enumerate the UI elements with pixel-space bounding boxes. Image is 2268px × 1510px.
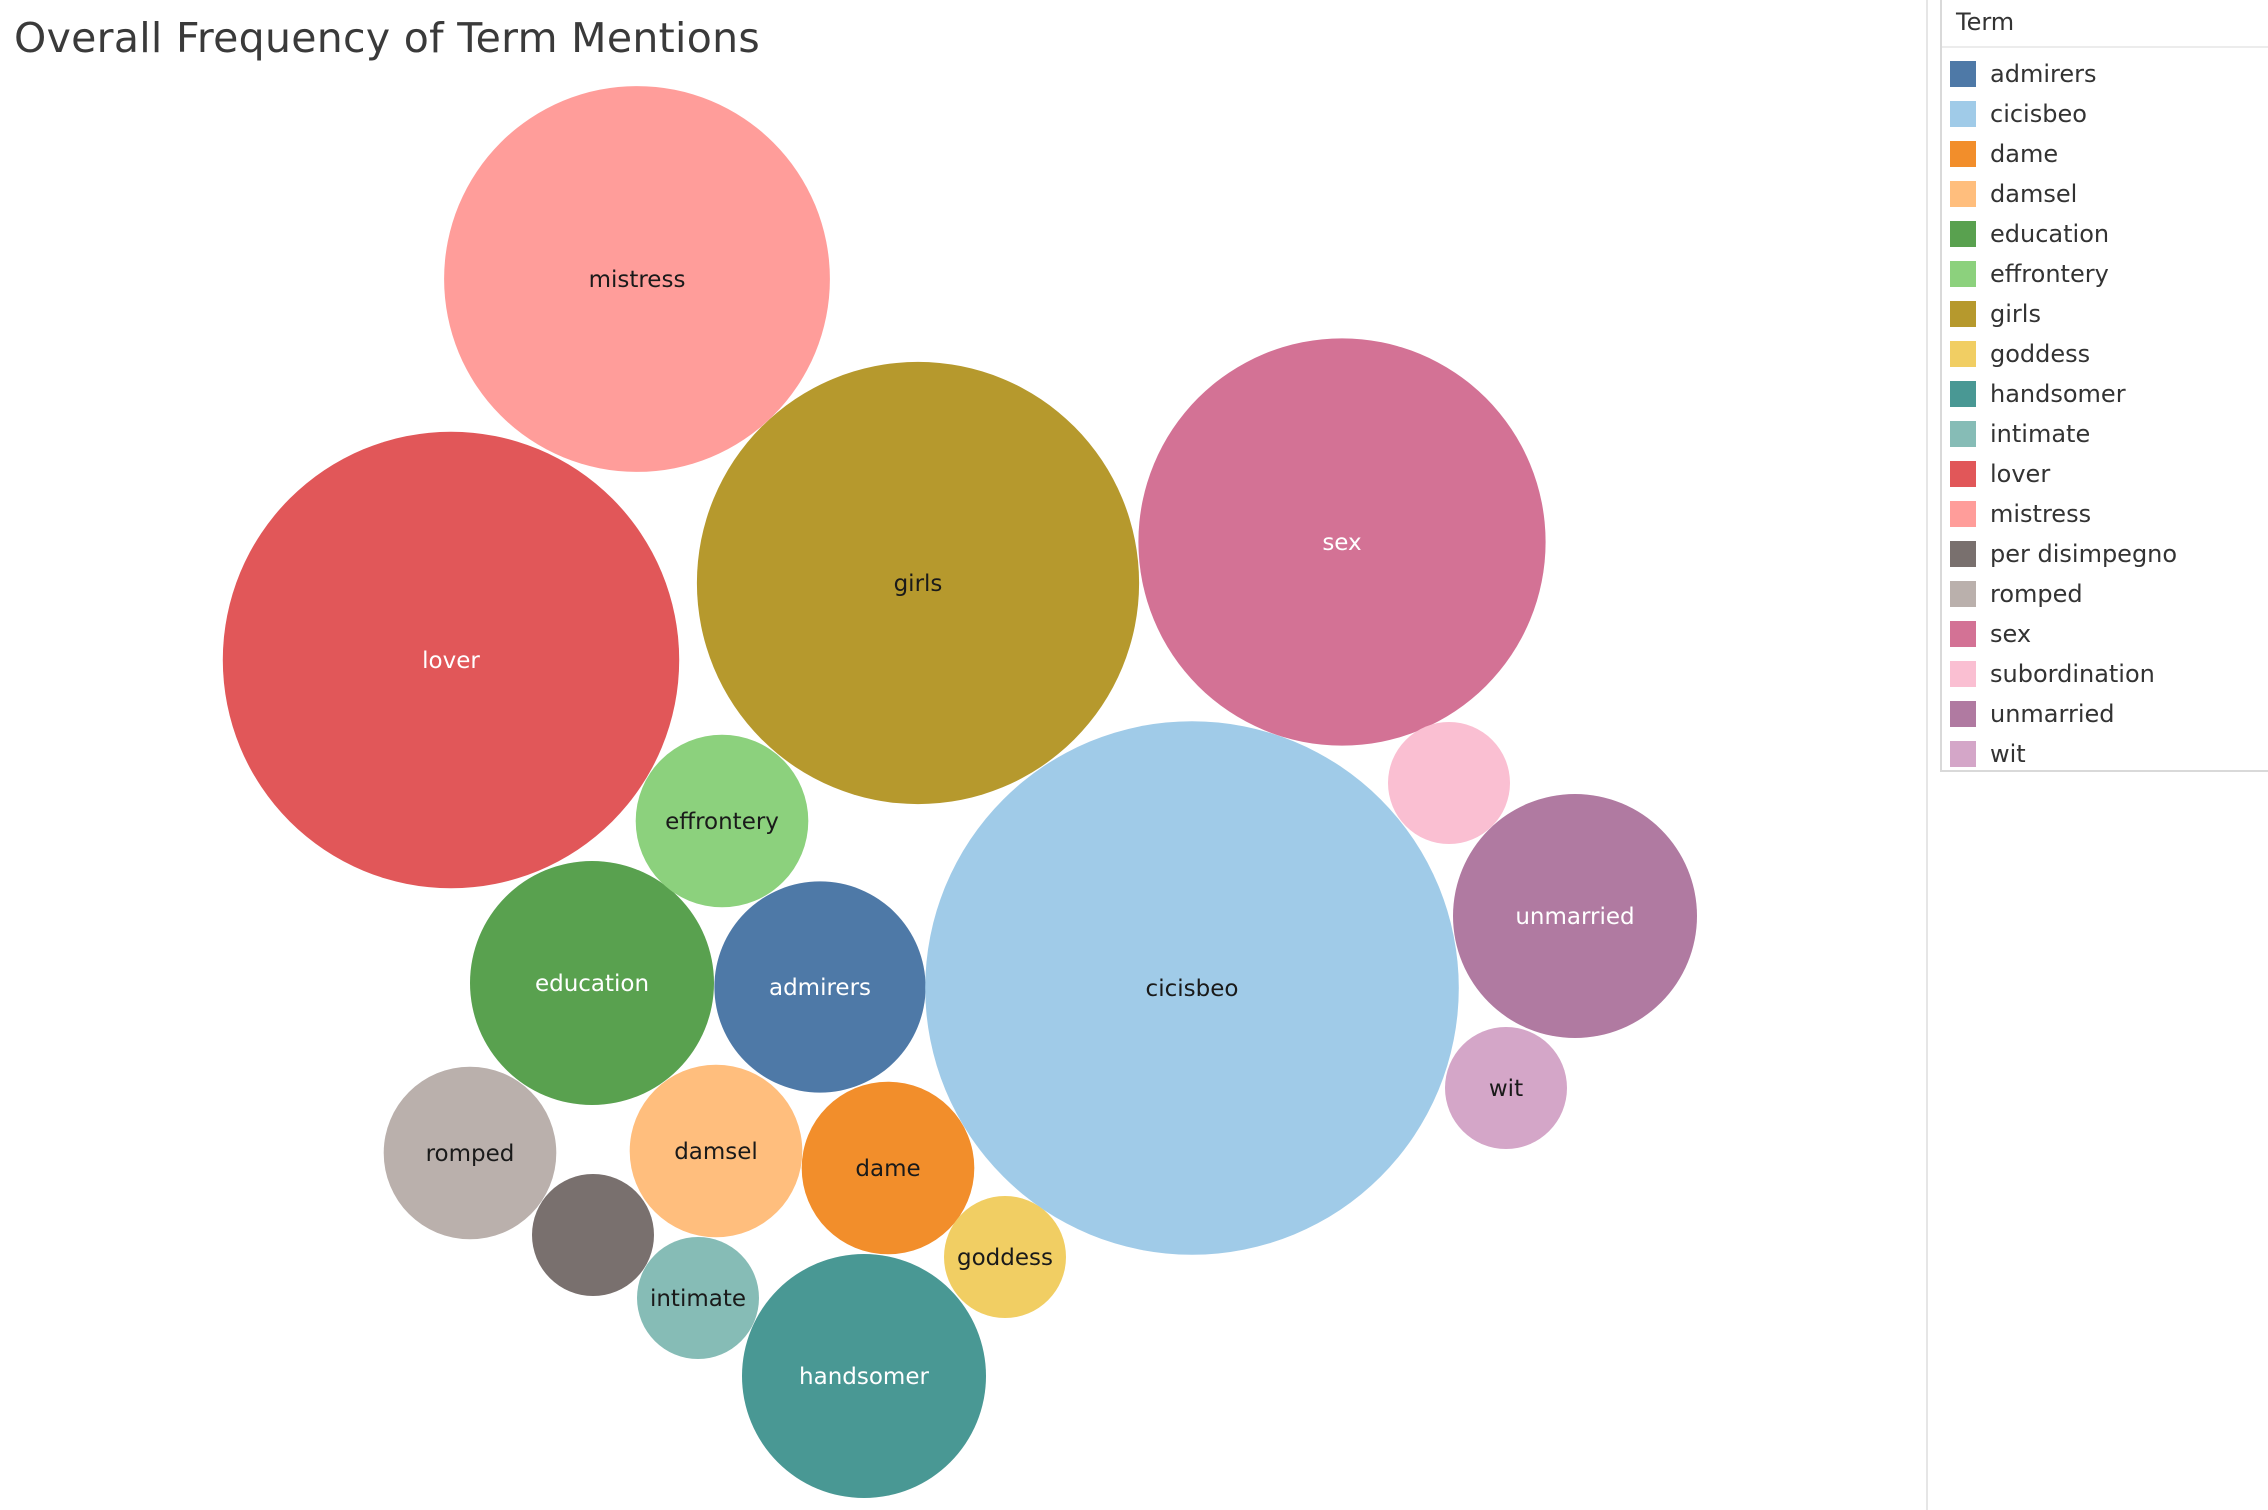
legend-item-sex[interactable]: sex	[1942, 614, 2268, 654]
bubble-romped[interactable]	[383, 1066, 557, 1240]
bubble-admirers[interactable]	[714, 881, 926, 1093]
legend-title: Term	[1942, 0, 2268, 48]
legend-item-dame[interactable]: dame	[1942, 134, 2268, 174]
bubble-per-disimpegno[interactable]	[532, 1174, 654, 1296]
bubble-label-mistress: mistress	[589, 267, 686, 293]
bubble-mistress[interactable]	[444, 86, 830, 472]
legend-swatch-effrontery	[1950, 261, 1976, 287]
legend-item-damsel[interactable]: damsel	[1942, 174, 2268, 214]
bubble-chart: admirers cicisbeo dame damsel education effro…	[222, 86, 1697, 1498]
bubble-damsel[interactable]	[629, 1064, 803, 1238]
bubble-label-wit: wit	[1489, 1076, 1523, 1102]
legend-item-per-disimpegno[interactable]: per disimpegno	[1942, 534, 2268, 574]
bubble-dame[interactable]	[801, 1081, 975, 1255]
legend-items: admirers cicisbeo dame damsel education effro…	[1942, 48, 2268, 774]
legend-item-effrontery[interactable]: effrontery	[1942, 254, 2268, 294]
bubble-subordination[interactable]	[1388, 722, 1510, 844]
bubble-label-education: education	[535, 971, 649, 997]
legend-label-goddess: goddess	[1990, 340, 2091, 368]
legend-swatch-unmarried	[1950, 701, 1976, 727]
bubble-label-admirers: admirers	[769, 975, 871, 1001]
legend-swatch-girls	[1950, 301, 1976, 327]
bubble-unmarried[interactable]	[1453, 794, 1697, 1038]
bubble-wit[interactable]	[1445, 1027, 1567, 1149]
legend-swatch-damsel	[1950, 181, 1976, 207]
legend-swatch-intimate	[1950, 421, 1976, 447]
bubble-label-effrontery: effrontery	[665, 809, 779, 835]
legend-swatch-subordination	[1950, 661, 1976, 687]
legend-label-lover: lover	[1990, 460, 2051, 488]
bubble-effrontery[interactable]	[635, 734, 809, 908]
legend-swatch-wit	[1950, 741, 1976, 767]
legend-swatch-goddess	[1950, 341, 1976, 367]
legend-item-unmarried[interactable]: unmarried	[1942, 694, 2268, 734]
legend-label-subordination: subordination	[1990, 660, 2155, 688]
bubble-handsomer[interactable]	[742, 1254, 986, 1498]
legend-label-dame: dame	[1990, 140, 2059, 168]
bubble-label-dame: dame	[855, 1156, 920, 1182]
legend-item-admirers[interactable]: admirers	[1942, 54, 2268, 94]
bubble-label-girls: girls	[894, 571, 943, 597]
bubble-sex[interactable]	[1138, 338, 1546, 746]
legend-swatch-mistress	[1950, 501, 1976, 527]
legend-label-intimate: intimate	[1990, 420, 2091, 448]
legend-label-wit: wit	[1990, 740, 2026, 768]
legend-item-lover[interactable]: lover	[1942, 454, 2268, 494]
legend-item-education[interactable]: education	[1942, 214, 2268, 254]
legend-swatch-per-disimpegno	[1950, 541, 1976, 567]
legend-label-damsel: damsel	[1990, 180, 2078, 208]
bubble-lover[interactable]	[222, 431, 680, 889]
legend-swatch-lover	[1950, 461, 1976, 487]
legend-item-intimate[interactable]: intimate	[1942, 414, 2268, 454]
bubble-cicisbeo[interactable]	[925, 721, 1459, 1255]
bubble-label-cicisbeo: cicisbeo	[1146, 976, 1239, 1002]
bubble-label-damsel: damsel	[674, 1139, 758, 1165]
bubble-education[interactable]	[470, 861, 714, 1105]
bubble-label-lover: lover	[422, 648, 480, 674]
panel-divider	[1926, 0, 1928, 1510]
legend-label-cicisbeo: cicisbeo	[1990, 100, 2087, 128]
legend-item-romped[interactable]: romped	[1942, 574, 2268, 614]
legend-label-effrontery: effrontery	[1990, 260, 2109, 288]
legend-item-mistress[interactable]: mistress	[1942, 494, 2268, 534]
legend-item-girls[interactable]: girls	[1942, 294, 2268, 334]
legend-label-mistress: mistress	[1990, 500, 2092, 528]
chart-title: Overall Frequency of Term Mentions	[14, 14, 761, 62]
bubble-intimate[interactable]	[637, 1237, 759, 1359]
legend-item-goddess[interactable]: goddess	[1942, 334, 2268, 374]
legend-label-romped: romped	[1990, 580, 2083, 608]
legend-item-subordination[interactable]: subordination	[1942, 654, 2268, 694]
legend-swatch-cicisbeo	[1950, 101, 1976, 127]
legend-label-sex: sex	[1990, 620, 2032, 648]
legend-label-education: education	[1990, 220, 2110, 248]
legend-swatch-dame	[1950, 141, 1976, 167]
legend-swatch-admirers	[1950, 61, 1976, 87]
legend-label-girls: girls	[1990, 300, 2041, 328]
legend-swatch-education	[1950, 221, 1976, 247]
bubble-label-romped: romped	[426, 1141, 515, 1167]
legend-swatch-sex	[1950, 621, 1976, 647]
bubble-label-unmarried: unmarried	[1515, 904, 1634, 930]
legend-swatch-handsomer	[1950, 381, 1976, 407]
bubble-label-sex: sex	[1322, 530, 1361, 556]
bubble-label-goddess: goddess	[957, 1245, 1053, 1271]
bubble-girls[interactable]	[696, 361, 1140, 805]
legend: Term admirers cicisbeo dame damsel education…	[1940, 0, 2268, 772]
legend-label-unmarried: unmarried	[1990, 700, 2115, 728]
bubble-label-intimate: intimate	[650, 1286, 746, 1312]
legend-label-admirers: admirers	[1990, 60, 2097, 88]
legend-item-wit[interactable]: wit	[1942, 734, 2268, 774]
legend-item-cicisbeo[interactable]: cicisbeo	[1942, 94, 2268, 134]
bubble-label-handsomer: handsomer	[799, 1364, 929, 1390]
legend-item-handsomer[interactable]: handsomer	[1942, 374, 2268, 414]
bubble-goddess[interactable]	[944, 1196, 1066, 1318]
legend-swatch-romped	[1950, 581, 1976, 607]
legend-label-per-disimpegno: per disimpegno	[1990, 540, 2178, 568]
legend-label-handsomer: handsomer	[1990, 380, 2126, 408]
